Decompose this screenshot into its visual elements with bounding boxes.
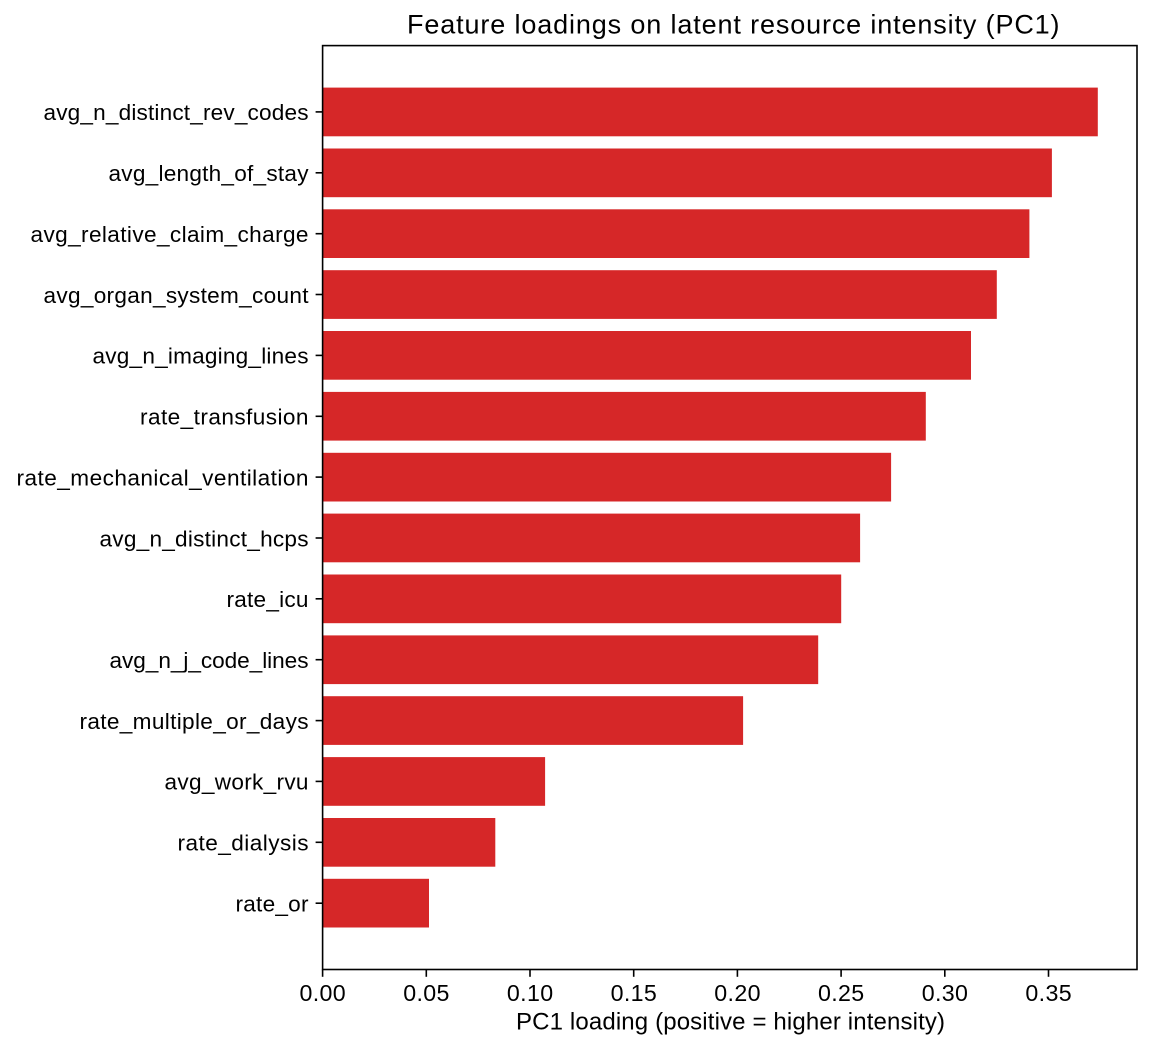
svg-text:rate_mechanical_ventilation: rate_mechanical_ventilation <box>17 465 309 490</box>
svg-text:0.15: 0.15 <box>611 980 657 1006</box>
svg-text:rate_dialysis: rate_dialysis <box>178 831 309 856</box>
svg-text:rate_icu: rate_icu <box>227 587 309 612</box>
svg-text:rate_or: rate_or <box>236 892 309 917</box>
svg-text:rate_multiple_or_days: rate_multiple_or_days <box>80 709 309 734</box>
svg-text:avg_work_rvu: avg_work_rvu <box>165 770 309 795</box>
svg-text:avg_n_distinct_rev_codes: avg_n_distinct_rev_codes <box>44 100 309 125</box>
svg-text:0.20: 0.20 <box>714 980 760 1006</box>
svg-text:avg_length_of_stay: avg_length_of_stay <box>109 161 310 186</box>
svg-text:0.00: 0.00 <box>300 980 346 1006</box>
svg-text:avg_n_j_code_lines: avg_n_j_code_lines <box>110 648 309 673</box>
svg-text:Feature loadings on latent res: Feature loadings on latent resource inte… <box>407 9 1060 39</box>
svg-text:0.30: 0.30 <box>922 980 968 1006</box>
svg-text:avg_organ_system_count: avg_organ_system_count <box>44 283 310 308</box>
svg-text:0.10: 0.10 <box>507 980 553 1006</box>
svg-text:avg_n_imaging_lines: avg_n_imaging_lines <box>93 344 309 369</box>
svg-text:0.05: 0.05 <box>403 980 449 1006</box>
svg-text:avg_n_distinct_hcps: avg_n_distinct_hcps <box>100 526 309 551</box>
svg-text:avg_relative_claim_charge: avg_relative_claim_charge <box>31 222 309 247</box>
svg-text:0.35: 0.35 <box>1025 980 1071 1006</box>
svg-text:PC1 loading (positive = higher: PC1 loading (positive = higher intensity… <box>516 1009 945 1036</box>
svg-text:rate_transfusion: rate_transfusion <box>140 405 309 430</box>
svg-text:0.25: 0.25 <box>818 980 864 1006</box>
